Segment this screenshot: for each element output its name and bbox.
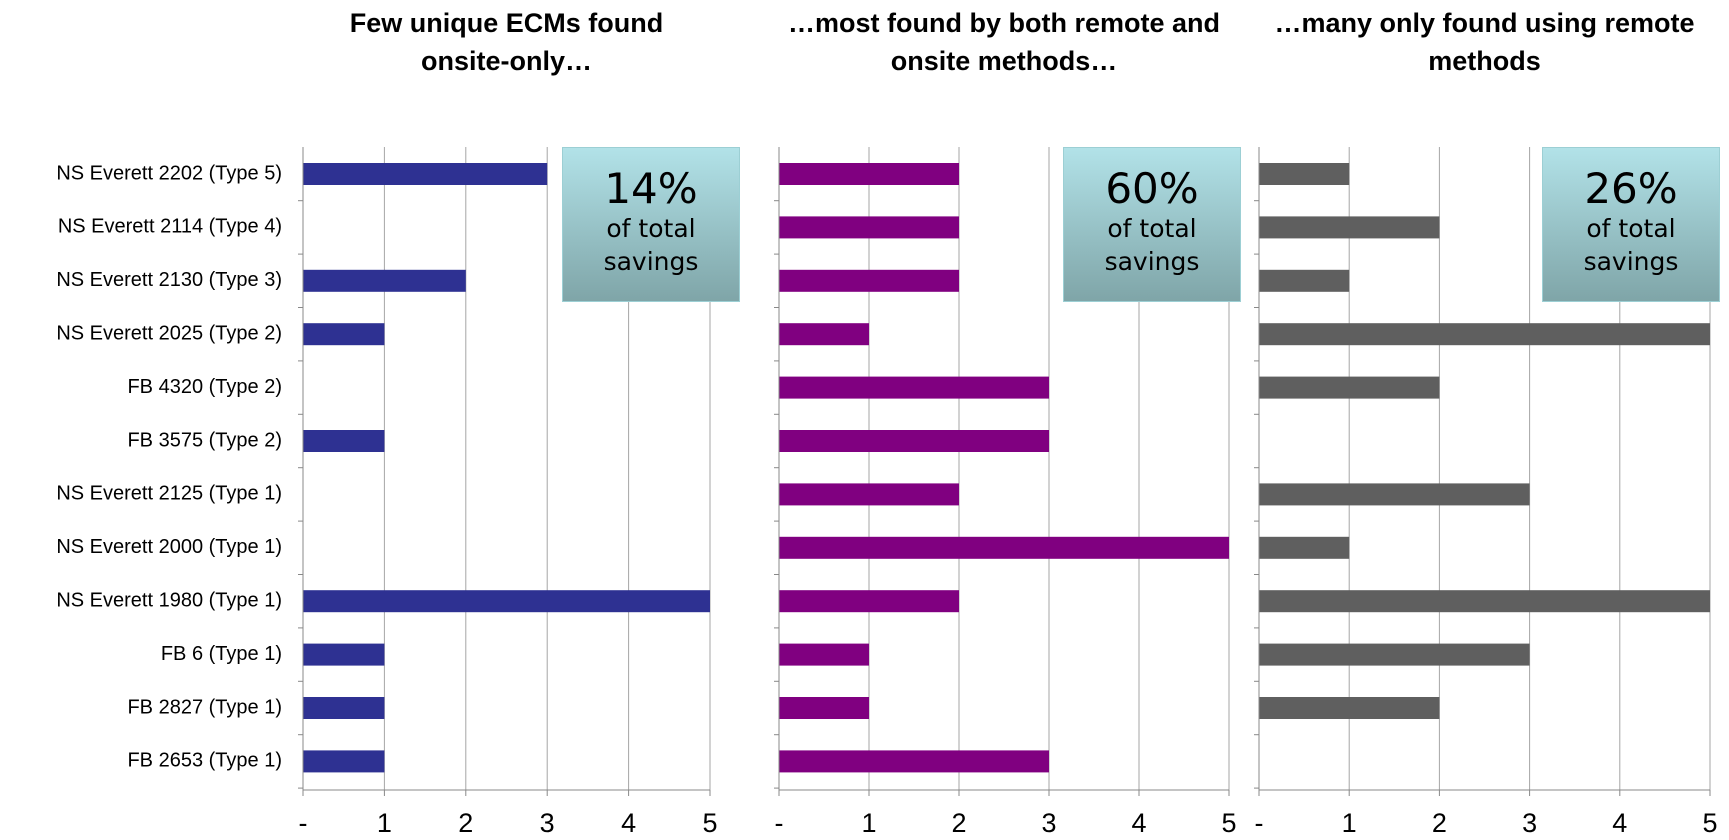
x-tick-label: 2 <box>951 808 966 838</box>
bar <box>1259 643 1530 666</box>
bar <box>1259 483 1530 506</box>
bar <box>1259 163 1350 185</box>
bar <box>779 483 959 506</box>
bar <box>779 750 1049 773</box>
x-tick-label: 4 <box>621 808 636 838</box>
annotation-text: of total savings <box>1104 214 1200 276</box>
bar <box>303 269 466 292</box>
annotation-percent: 26% <box>1584 164 1678 213</box>
bar <box>779 643 869 666</box>
x-tick-label: 5 <box>1221 808 1236 838</box>
bar <box>779 323 869 346</box>
category-label: FB 2827 (Type 1) <box>127 696 282 718</box>
chart-title: …many only found using remote methods <box>1274 8 1695 76</box>
bar <box>1259 376 1440 399</box>
bar <box>1259 216 1440 239</box>
annotation-box: 14% of total savings <box>562 147 740 302</box>
x-tick-label: 1 <box>861 808 876 838</box>
category-label: NS Everett 2130 (Type 3) <box>56 269 282 291</box>
bar <box>303 163 548 185</box>
chart-title: Few unique ECMs found onsite-only… <box>349 8 664 76</box>
x-tick-label: 2 <box>1432 808 1447 838</box>
category-label: NS Everett 1980 (Type 1) <box>56 589 282 611</box>
x-tick-label: 1 <box>1342 808 1357 838</box>
bar <box>779 697 869 719</box>
x-tick-label: 5 <box>702 808 717 838</box>
category-label: FB 3575 (Type 2) <box>127 429 282 451</box>
bar <box>779 536 1229 559</box>
category-label: NS Everett 2025 (Type 2) <box>56 322 282 344</box>
category-label: FB 6 (Type 1) <box>161 643 282 665</box>
bar <box>303 430 385 452</box>
bar <box>779 269 959 292</box>
bar <box>779 376 1049 399</box>
bar <box>779 590 959 613</box>
x-tick-label: 1 <box>377 808 392 838</box>
category-label: FB 4320 (Type 2) <box>127 376 282 398</box>
bar <box>1259 590 1710 613</box>
annotation-text: of total savings <box>603 214 699 276</box>
bar <box>303 590 710 613</box>
bar <box>779 163 959 185</box>
x-tick-label: 3 <box>540 808 555 838</box>
x-tick-label: - <box>1255 808 1264 838</box>
category-label: NS Everett 2125 (Type 1) <box>56 483 282 505</box>
annotation-percent: 14% <box>604 164 698 213</box>
annotation-box: 26% of total savings <box>1542 147 1720 302</box>
bar <box>303 750 385 773</box>
x-tick-label: - <box>299 808 308 838</box>
annotation-box: 60% of total savings <box>1063 147 1241 302</box>
x-tick-label: 3 <box>1041 808 1056 838</box>
bar <box>1259 269 1350 292</box>
bar <box>779 430 1049 452</box>
chart-title: …most found by both remote and onsite me… <box>788 8 1220 76</box>
bar <box>303 643 385 666</box>
bar <box>1259 697 1440 719</box>
category-label: NS Everett 2000 (Type 1) <box>56 536 282 558</box>
annotation-text: of total savings <box>1583 214 1679 276</box>
bar <box>779 216 959 239</box>
category-label: NS Everett 2114 (Type 4) <box>58 216 282 238</box>
bar <box>303 697 385 719</box>
category-label: NS Everett 2202 (Type 5) <box>56 162 282 184</box>
x-tick-label: - <box>775 808 784 838</box>
bar <box>303 323 385 346</box>
annotation-percent: 60% <box>1105 164 1199 213</box>
x-tick-label: 4 <box>1612 808 1627 838</box>
bar <box>1259 323 1710 346</box>
category-label: FB 2653 (Type 1) <box>127 750 282 772</box>
bar <box>1259 536 1350 559</box>
x-tick-label: 4 <box>1131 808 1146 838</box>
x-tick-label: 3 <box>1522 808 1537 838</box>
x-tick-label: 5 <box>1702 808 1717 838</box>
x-tick-label: 2 <box>458 808 473 838</box>
